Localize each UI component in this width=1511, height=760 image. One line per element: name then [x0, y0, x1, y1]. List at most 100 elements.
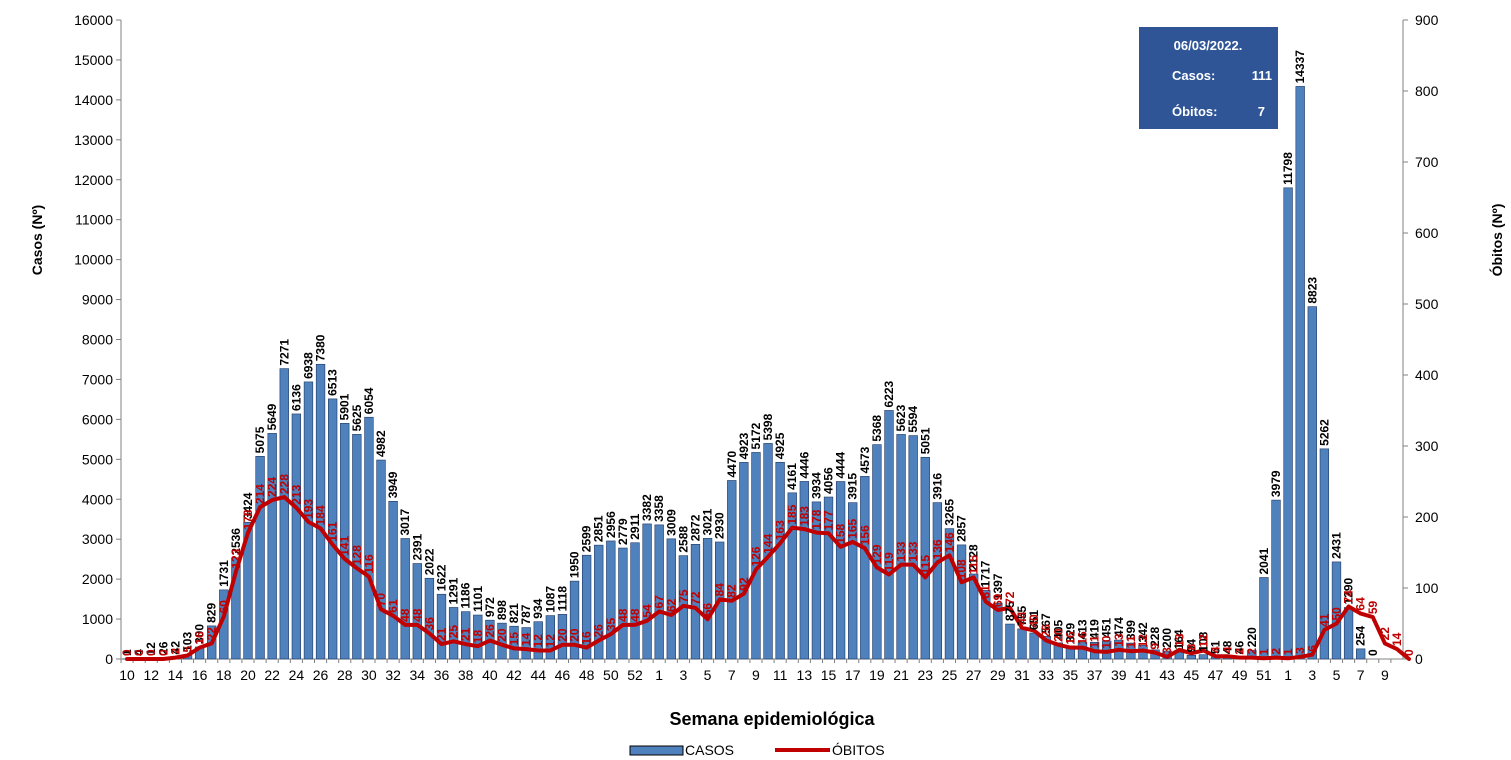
info-box-deaths-value: 7 [1258, 104, 1265, 119]
x-tick-label: 45 [1184, 667, 1200, 683]
deaths-line-path [125, 495, 1411, 661]
deaths-data-label: 48 [398, 608, 412, 622]
y-tick-label: 5000 [82, 451, 113, 467]
deaths-data-label: 9 [1148, 643, 1162, 650]
cases-data-label: 898 [495, 600, 509, 620]
deaths-data-label: 2 [1269, 648, 1283, 655]
cases-bar [775, 462, 785, 660]
cases-data-label: 1622 [435, 564, 449, 591]
cases-bar [594, 544, 604, 660]
x-tick-label: 44 [530, 667, 546, 683]
x-axis-title: Semana epidemiológica [669, 709, 875, 729]
y2-axis-title: Óbitos (Nº) [1488, 204, 1505, 277]
deaths-data-label: 10 [1100, 635, 1114, 649]
x-tick-label: 1 [655, 667, 663, 683]
cases-bar [835, 481, 846, 660]
cases-bar [315, 363, 326, 660]
cases-bar [267, 433, 277, 660]
cases-data-label: 2779 [616, 518, 630, 545]
cases-data-label: 4056 [822, 467, 836, 494]
deaths-data-label: 214 [253, 484, 267, 504]
cases-data-label: 2956 [604, 511, 618, 538]
cases-bar [581, 554, 592, 660]
x-tick-label: 5 [704, 667, 712, 683]
cases-bar [1186, 654, 1197, 660]
info-box-date: 06/03/2022. [1174, 38, 1243, 53]
cases-data-label: 474 [1112, 617, 1126, 637]
cases-bar [860, 476, 870, 660]
deaths-data-label: 3 [1293, 647, 1307, 654]
cases-bar [327, 398, 338, 660]
y-axis-title: Casos (Nº) [29, 205, 45, 275]
x-tick-label: 32 [385, 667, 401, 683]
cases-data-label: 2128 [967, 544, 981, 571]
deaths-data-label: 62 [664, 598, 678, 612]
cases-data-label: 5398 [761, 413, 775, 440]
y-tick-label: 7000 [82, 371, 113, 387]
x-tick-label: 51 [1256, 667, 1272, 683]
cases-bar [606, 540, 616, 660]
cases-data-label: 48 [1221, 640, 1235, 654]
cases-data-label: 5051 [918, 427, 932, 454]
x-tick-label: 14 [168, 667, 184, 683]
deaths-data-label: 64 [1354, 597, 1368, 611]
cases-data-label: 3424 [241, 492, 255, 519]
info-box-deaths-label: Óbitos: [1172, 104, 1218, 119]
cases-data-label: 300 [193, 624, 207, 644]
deaths-data-label: 115 [967, 555, 981, 575]
x-tick-label: 21 [893, 667, 909, 683]
x-tick-label: 26 [313, 667, 329, 683]
deaths-data-label: 54 [640, 604, 654, 618]
x-tick-label: 13 [797, 667, 813, 683]
x-tick-label: 39 [1111, 667, 1127, 683]
deaths-data-label: 3 [1160, 647, 1174, 654]
cases-data-label: 4 [132, 649, 146, 656]
deaths-data-label: 22 [1378, 627, 1392, 641]
deaths-data-label: 72 [688, 591, 702, 605]
cases-bar [1295, 86, 1305, 660]
cases-data-label: 2872 [688, 514, 702, 541]
cases-data-label: 875 [1003, 601, 1017, 621]
deaths-data-label: 16 [1076, 631, 1090, 645]
cases-bar [569, 580, 580, 660]
deaths-data-label: 2 [1245, 648, 1259, 655]
deaths-data-label: 56 [701, 603, 715, 617]
cases-bar [424, 577, 435, 660]
deaths-data-label: 4 [1221, 646, 1235, 653]
deaths-data-label: 60 [217, 600, 231, 614]
y-tick-label: 16000 [74, 12, 113, 28]
x-tick-label: 33 [1038, 667, 1054, 683]
cases-data-label: 46 [1233, 640, 1247, 654]
cases-bar [799, 481, 809, 660]
deaths-data-label: 20 [495, 628, 509, 642]
x-tick-label: 18 [216, 667, 232, 683]
cases-bar [231, 557, 241, 660]
deaths-data-label: 228 [277, 474, 291, 494]
cases-data-label: 3979 [1269, 470, 1283, 497]
deaths-data-label: 5 [181, 645, 195, 652]
cases-bar [1029, 632, 1039, 660]
deaths-data-label: 18 [471, 630, 485, 644]
cases-data-label: 1717 [979, 560, 993, 587]
cases-bar [981, 590, 991, 660]
deaths-data-label: 11 [1124, 635, 1138, 648]
cases-bar [932, 502, 943, 660]
x-tick-label: 40 [482, 667, 498, 683]
cases-bar [920, 456, 930, 660]
cases-data-label: 2599 [580, 525, 594, 552]
cases-data-labels: 1412264210330082917312536342450755649727… [120, 50, 1380, 656]
x-tick-label: 7 [728, 667, 736, 683]
info-box-cases-value: 111 [1252, 68, 1272, 83]
cases-bar [557, 614, 568, 660]
cases-data-label: 6136 [289, 384, 303, 411]
cases-bar [243, 521, 253, 660]
cases-data-label: 1 [120, 649, 134, 656]
y-tick-label: 14000 [74, 92, 113, 108]
cases-data-label: 4982 [374, 430, 388, 457]
y-tick-label: 3000 [82, 531, 113, 547]
deaths-data-label: 20 [555, 628, 569, 642]
cases-bar [727, 480, 737, 660]
legend: CASOS ÓBITOS [629, 742, 885, 758]
deaths-data-label: 40 [1027, 614, 1041, 628]
